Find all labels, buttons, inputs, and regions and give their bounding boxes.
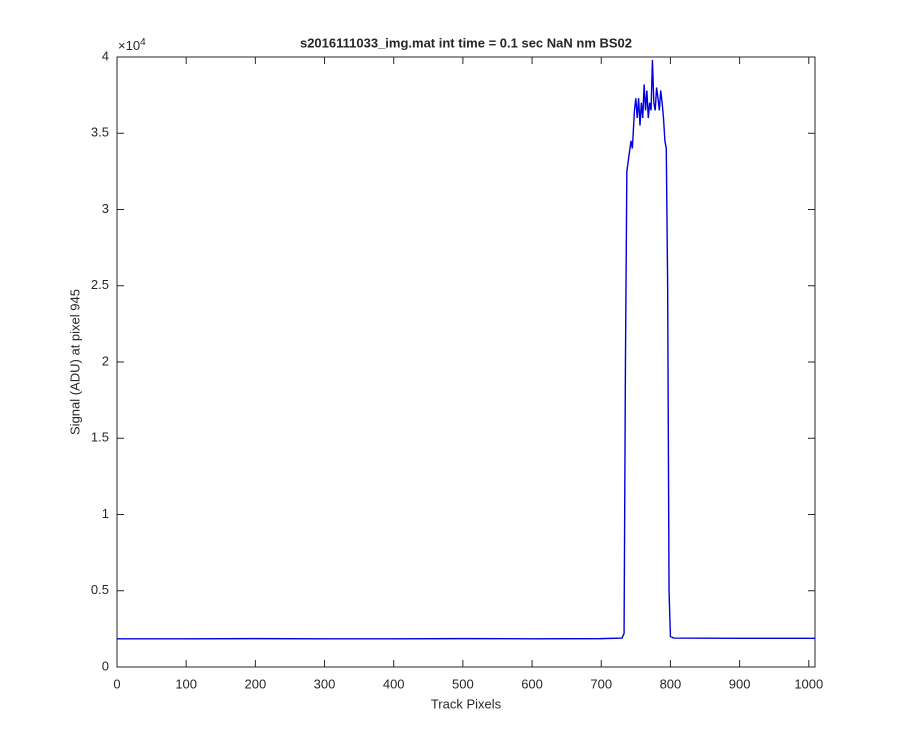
x-tick-label: 300 (314, 676, 336, 691)
y-tick-label: 3 (102, 201, 109, 216)
y-tick-label: 1 (102, 506, 109, 521)
x-tick-label: 600 (521, 676, 543, 691)
data-line (117, 60, 815, 640)
x-tick-label: 500 (452, 676, 474, 691)
chart-title: s2016111033_img.mat int time = 0.1 sec N… (300, 35, 632, 50)
y-tick-label: 1.5 (91, 430, 109, 445)
y-tick-label: 3.5 (91, 125, 109, 140)
x-tick-label: 400 (383, 676, 405, 691)
y-tick-label: 0 (102, 658, 109, 673)
plot-frame (116, 56, 816, 668)
x-tick-label: 700 (590, 676, 612, 691)
x-tick-label: 0 (113, 676, 120, 691)
x-tick-label: 800 (660, 676, 682, 691)
y-tick-label: 0.5 (91, 582, 109, 597)
y-tick-label: 2 (102, 353, 109, 368)
y-axis-label: Signal (ADU) at pixel 945 (67, 289, 82, 435)
y-multiplier-base: ×10 (118, 38, 140, 53)
x-tick-label: 200 (245, 676, 267, 691)
x-tick-label: 1000 (794, 676, 823, 691)
x-axis-label: Track Pixels (431, 696, 502, 711)
y-multiplier-exponent: 4 (140, 37, 146, 48)
x-tick-label: 900 (729, 676, 751, 691)
x-tick-label: 100 (175, 676, 197, 691)
y-tick-label: 4 (102, 48, 109, 63)
y-multiplier: ×104 (118, 37, 146, 54)
y-tick-label: 2.5 (91, 277, 109, 292)
